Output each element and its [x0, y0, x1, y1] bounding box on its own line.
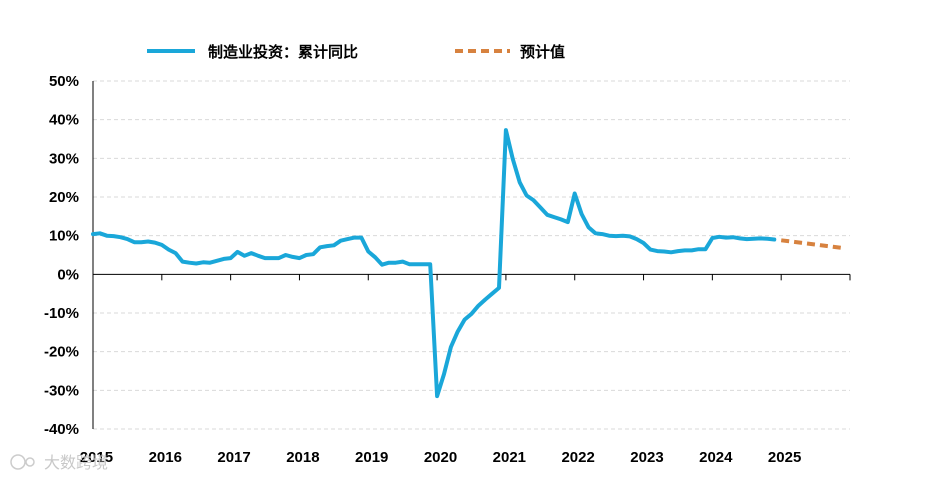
y-axis-ticks: -40% -30% -20% -10% 0% 10% 20% 30% 40% 50%: [44, 73, 79, 438]
watermark-logo-icon: [10, 454, 26, 470]
series-line-manufacturing: [91, 128, 777, 399]
y-tick-label: -10%: [44, 305, 79, 322]
series-line-forecast: [780, 238, 844, 250]
x-tick-label: 2025: [768, 449, 801, 466]
x-tick-label: 2016: [149, 449, 182, 466]
watermark: 大数跨境: [10, 453, 108, 472]
y-tick-label: -40%: [44, 421, 79, 438]
legend-label-forecast: 预计值: [520, 43, 565, 61]
gridlines: [93, 80, 850, 430]
y-tick-label: 30%: [49, 150, 79, 167]
x-tick-label: 2024: [699, 449, 733, 466]
x-tick-label: 2018: [286, 449, 319, 466]
y-tick-label: 10%: [49, 228, 79, 245]
legend-label-manufacturing: 制造业投资：累计同比: [208, 43, 358, 61]
x-tick-label: 2021: [493, 449, 526, 466]
x-tick-label: 2015: [80, 449, 113, 466]
y-tick-label: 50%: [49, 73, 79, 90]
x-axis-ticks: 2015 2016 2017 2018 2019 2020 2021 2022 2023 2024…: [80, 274, 851, 466]
axes: [92, 81, 850, 429]
watermark-text: 大数跨境: [44, 453, 108, 472]
legend: 制造业投资：累计同比 预计值: [147, 43, 565, 61]
y-tick-label: 40%: [49, 112, 79, 129]
x-tick-label: 2017: [217, 449, 250, 466]
x-tick-label: 2023: [630, 449, 663, 466]
x-tick-label: 2022: [561, 449, 594, 466]
watermark-logo-dot-icon: [25, 457, 35, 467]
series: [91, 128, 844, 399]
y-tick-label: -30%: [44, 382, 79, 399]
x-tick-label: 2020: [424, 449, 457, 466]
y-tick-label: 20%: [49, 189, 79, 206]
y-tick-label: -20%: [44, 344, 79, 361]
y-tick-label: 0%: [57, 266, 79, 283]
x-tick-label: 2019: [355, 449, 388, 466]
